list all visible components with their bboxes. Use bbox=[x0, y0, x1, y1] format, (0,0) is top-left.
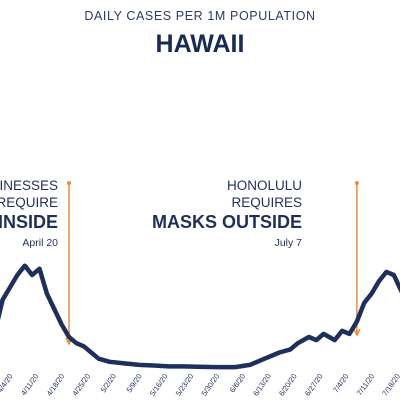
x-tick-label: 4/25/20 bbox=[70, 372, 92, 398]
x-tick-label: 5/30/20 bbox=[200, 372, 222, 398]
annotation-1: BUSINESSES REQUIRE S INSIDE April 20 bbox=[0, 178, 58, 249]
annotation-2: HONOLULU REQUIRES MASKS OUTSIDE July 7 bbox=[152, 178, 302, 249]
x-axis-ticks: 4/4/20 4/11/20 4/18/20 4/25/20 5/2/20 5/9/20 5… bbox=[0, 372, 400, 398]
marker-layer bbox=[65, 181, 361, 346]
annotation-2-line-1: HONOLULU bbox=[227, 178, 302, 193]
x-tick-label: 6/27/20 bbox=[303, 372, 325, 398]
marker-dot bbox=[354, 181, 359, 185]
x-tick-label: 7/18/20 bbox=[380, 372, 400, 398]
x-tick-label: 6/6/20 bbox=[228, 372, 247, 394]
annotation-1-emphasis: S INSIDE bbox=[0, 212, 58, 232]
event-marker-2 bbox=[353, 181, 361, 337]
series-line bbox=[0, 263, 400, 370]
marker-dot bbox=[67, 181, 71, 185]
marker-arrowhead bbox=[353, 328, 361, 337]
x-tick-label: 7/4/20 bbox=[331, 372, 350, 394]
annotation-1-date: April 20 bbox=[22, 237, 58, 249]
x-tick-label: 4/18/20 bbox=[45, 372, 67, 398]
x-tick-label: 5/2/20 bbox=[99, 372, 118, 394]
annotation-2-line-2: REQUIRES bbox=[231, 195, 302, 210]
x-tick-label: 5/23/20 bbox=[174, 372, 196, 398]
annotation-1-line-2: REQUIRE bbox=[0, 195, 58, 210]
annotation-1-line-1: BUSINESSES bbox=[0, 178, 58, 193]
x-tick-label: 4/4/20 bbox=[0, 372, 15, 394]
x-tick-label: 4/11/20 bbox=[19, 372, 40, 397]
chart-title: HAWAII bbox=[155, 30, 245, 58]
x-tick-label: 6/20/20 bbox=[277, 372, 299, 398]
x-tick-label: 5/16/20 bbox=[148, 372, 170, 398]
x-tick-label: 6/13/20 bbox=[251, 372, 273, 398]
x-tick-label: 7/11/20 bbox=[355, 372, 376, 397]
x-tick-label: 5/9/20 bbox=[125, 372, 144, 394]
event-marker-1 bbox=[65, 181, 73, 346]
chart-subtitle: DAILY CASES PER 1M POPULATION bbox=[84, 9, 316, 23]
annotation-2-date: July 7 bbox=[275, 237, 303, 249]
annotation-2-emphasis: MASKS OUTSIDE bbox=[152, 212, 302, 232]
